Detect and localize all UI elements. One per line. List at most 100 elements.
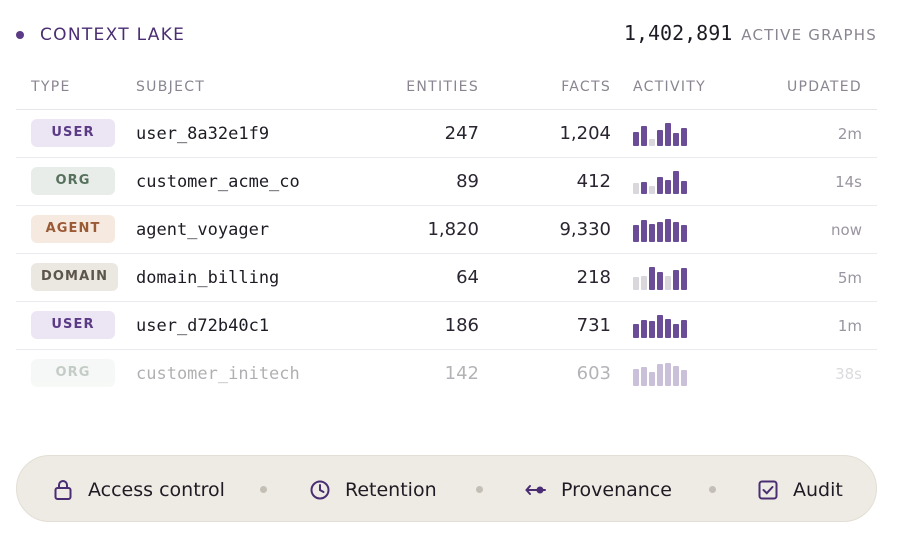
activity-bar	[657, 130, 663, 146]
activity-bar	[681, 370, 687, 387]
activity-cell	[612, 157, 732, 206]
type-cell: DOMAIN	[16, 253, 136, 302]
activity-bar	[641, 182, 647, 194]
column-header-updated[interactable]: UPDATED	[732, 66, 877, 110]
updated-cell: now	[732, 205, 877, 254]
table-row[interactable]: ORG customer_acme_co 89 412 14s	[16, 157, 877, 206]
subject-link[interactable]: customer_initech	[136, 363, 300, 384]
subject-cell: user_8a32e1f9	[136, 109, 366, 158]
activity-cell	[612, 109, 732, 158]
facts-cell: 1,204	[479, 109, 612, 158]
activity-bar	[649, 186, 655, 194]
table-row[interactable]: AGENT agent_voyager 1,820 9,330 now	[16, 205, 877, 254]
policy-bar: Access control Retention Provenance Audi…	[16, 455, 877, 522]
activity-bar	[665, 363, 671, 387]
subject-cell: customer_acme_co	[136, 157, 366, 206]
active-graphs-count: 1,402,891	[623, 21, 733, 45]
activity-bar	[633, 324, 639, 338]
column-header-activity[interactable]: ACTIVITY	[612, 66, 732, 110]
updated-time: now	[831, 220, 862, 239]
access-control-button[interactable]: Access control	[52, 456, 225, 523]
updated-time: 2m	[837, 124, 862, 143]
type-badge: AGENT	[31, 215, 115, 243]
subject-link[interactable]: agent_voyager	[136, 219, 270, 240]
activity-bar	[673, 366, 679, 387]
provenance-label: Provenance	[561, 478, 672, 501]
updated-time: 5m	[837, 268, 862, 287]
column-header-type[interactable]: TYPE	[16, 66, 136, 110]
subject-cell: customer_initech	[136, 349, 366, 397]
subject-link[interactable]: domain_billing	[136, 267, 280, 288]
header: CONTEXT LAKE 1,402,891 ACTIVE GRAPHS	[16, 18, 877, 52]
subject-link[interactable]: customer_acme_co	[136, 171, 300, 192]
activity-cell	[612, 349, 732, 397]
activity-sparkline	[633, 168, 732, 194]
separator-dot	[476, 486, 483, 493]
entities-cell: 1,820	[366, 205, 479, 254]
type-cell: USER	[16, 109, 136, 158]
lock-icon	[52, 479, 74, 501]
activity-bar	[649, 267, 655, 290]
brand: CONTEXT LAKE	[16, 25, 185, 45]
type-badge: USER	[31, 311, 115, 339]
activity-bar	[681, 320, 687, 338]
subject-cell: user_d72b40c1	[136, 301, 366, 350]
activity-bar	[657, 222, 663, 242]
activity-bar	[673, 222, 679, 242]
activity-bar	[681, 128, 687, 146]
updated-time: 38s	[835, 364, 862, 383]
column-header-subject[interactable]: SUBJECT	[136, 66, 366, 110]
type-cell: AGENT	[16, 205, 136, 254]
column-header-entities[interactable]: ENTITIES	[366, 66, 479, 110]
updated-cell: 14s	[732, 157, 877, 206]
activity-bar	[633, 277, 639, 290]
activity-sparkline	[633, 120, 732, 146]
activity-bar	[657, 177, 663, 194]
activity-bar	[633, 132, 639, 146]
type-cell: USER	[16, 301, 136, 350]
activity-bar	[681, 181, 687, 194]
column-header-facts[interactable]: FACTS	[479, 66, 612, 110]
table-row[interactable]: ORG customer_initech 142 603 38s	[16, 349, 877, 397]
clock-icon	[309, 479, 331, 501]
activity-bar	[673, 171, 679, 194]
active-graphs-counter: 1,402,891 ACTIVE GRAPHS	[624, 21, 877, 45]
activity-bar	[649, 139, 655, 146]
type-cell: ORG	[16, 349, 136, 397]
type-badge: USER	[31, 119, 115, 147]
activity-bar	[665, 123, 671, 146]
updated-time: 1m	[837, 316, 862, 335]
audit-button[interactable]: Audit	[757, 456, 843, 523]
access-control-label: Access control	[88, 478, 225, 501]
retention-button[interactable]: Retention	[309, 456, 437, 523]
provenance-button[interactable]: Provenance	[525, 456, 672, 523]
updated-cell: 2m	[732, 109, 877, 158]
activity-sparkline	[633, 264, 732, 290]
retention-label: Retention	[345, 478, 437, 501]
subject-link[interactable]: user_8a32e1f9	[136, 123, 270, 144]
table-row[interactable]: USER user_8a32e1f9 247 1,204 2m	[16, 109, 877, 158]
audit-label: Audit	[793, 478, 843, 501]
subject-link[interactable]: user_d72b40c1	[136, 315, 270, 336]
table-row[interactable]: DOMAIN domain_billing 64 218 5m	[16, 253, 877, 302]
checkbox-icon	[757, 479, 779, 501]
table-header-row: TYPE SUBJECT ENTITIES FACTS ACTIVITY UPD…	[16, 66, 877, 110]
separator-dot	[260, 486, 267, 493]
activity-bar	[665, 319, 671, 338]
activity-bar	[649, 372, 655, 387]
activity-bar	[633, 225, 639, 242]
entities-cell: 247	[366, 109, 479, 158]
provenance-icon	[525, 479, 547, 501]
table-row[interactable]: USER user_d72b40c1 186 731 1m	[16, 301, 877, 350]
page-title: CONTEXT LAKE	[40, 25, 186, 45]
activity-bar	[657, 315, 663, 338]
facts-cell: 603	[576, 362, 611, 384]
subject-cell: agent_voyager	[136, 205, 366, 254]
entities-cell: 64	[366, 253, 479, 302]
activity-cell	[612, 205, 732, 254]
entities-cell: 89	[366, 157, 479, 206]
activity-bar	[673, 133, 679, 146]
updated-cell: 1m	[732, 301, 877, 350]
activity-bar	[633, 183, 639, 194]
activity-bar	[657, 364, 663, 387]
